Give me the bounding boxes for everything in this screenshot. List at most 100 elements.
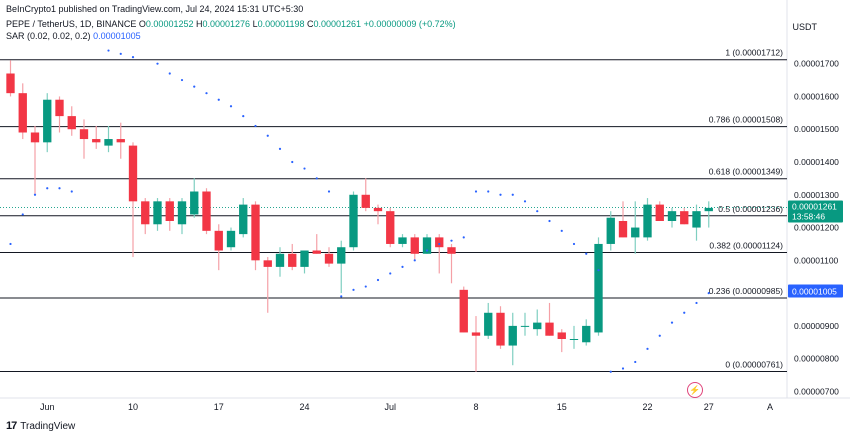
sar-dot (193, 85, 196, 88)
sar-dot (487, 190, 490, 193)
tradingview-footer: 17 TradingView (6, 420, 75, 432)
candle-body (202, 191, 211, 231)
fib-level-label: 1 (0.00001712) (725, 48, 783, 58)
candle-body (263, 260, 272, 267)
sar-dot (658, 334, 661, 337)
candle-body (92, 139, 101, 143)
candle-body (471, 332, 481, 336)
candle-body (312, 250, 321, 254)
currency-label[interactable]: USDT (792, 22, 818, 32)
candle-body (337, 247, 346, 264)
sar-dot (376, 278, 380, 282)
candle-body (435, 237, 444, 248)
tradingview-logo-icon: 17 (6, 420, 17, 432)
candle-body (667, 211, 677, 221)
candle-body (275, 253, 285, 267)
sar-dot (33, 193, 37, 196)
lightning-icon[interactable]: ⚡ (687, 382, 703, 398)
candle-body (6, 73, 15, 94)
x-tick-label: 10 (128, 402, 138, 412)
candle-body (18, 93, 27, 133)
y-tick-label: 0.00001500 (794, 124, 839, 134)
candle-body (422, 237, 432, 254)
sar-dot (217, 98, 220, 101)
fib-level-label: 0.236 (0.00000985) (709, 286, 783, 296)
sar-dot (585, 252, 588, 255)
candle-body (618, 221, 628, 238)
sar-dot (180, 78, 184, 82)
sar-dot (315, 177, 318, 180)
sar-tag-box (788, 284, 843, 298)
candle-body (79, 129, 89, 140)
candle-body (190, 191, 199, 215)
x-tick-label: Jul (384, 402, 396, 412)
candle-body (373, 207, 383, 212)
fib-level-label: 0.786 (0.00001508) (709, 115, 783, 125)
close-label: C (307, 19, 314, 29)
y-tick-label: 0.00001200 (794, 223, 839, 233)
candle-body (398, 237, 407, 244)
sar-dot (560, 229, 563, 232)
sar-dot (131, 56, 135, 59)
sar-dot (291, 160, 294, 164)
candle-body (692, 211, 701, 228)
low-label: L (252, 19, 258, 29)
x-tick-label: Jun (40, 402, 55, 412)
candle-body (153, 201, 162, 225)
x-tick-label: 24 (299, 402, 309, 412)
sar-dot (9, 242, 12, 246)
sar-dot (646, 347, 649, 350)
sar-dot (707, 292, 710, 295)
sar-dot (401, 265, 404, 268)
candle-body (288, 253, 297, 267)
candle-body (104, 139, 113, 146)
price-tag-value: 0.00001261 (792, 202, 837, 212)
sar-dot (695, 301, 698, 305)
candle-body (141, 201, 150, 225)
candle-body (508, 325, 517, 346)
sar-label: SAR (0.02, 0.02, 0.2) (6, 31, 91, 41)
sar-dot (303, 167, 306, 170)
candle-body (594, 243, 603, 333)
y-tick-label: 0.00001700 (794, 59, 839, 69)
high-value: 0.00001276 (202, 19, 251, 29)
sar-dot (266, 134, 269, 137)
x-tick-label: 22 (642, 402, 652, 412)
sar-legend[interactable]: SAR (0.02, 0.02, 0.2) 0.00001005 (6, 31, 141, 41)
sar-dot (670, 321, 674, 324)
candle-body (680, 211, 689, 225)
x-tick-label: A (767, 402, 773, 412)
sar-dot (156, 62, 159, 65)
candle-body (214, 230, 223, 251)
candle-body (251, 204, 260, 261)
sar-dot (107, 49, 110, 52)
sar-dot (364, 285, 367, 288)
sar-dot (168, 72, 171, 75)
sar-dot (450, 239, 453, 242)
open-value: 0.00001252 (145, 19, 194, 29)
candle-body (569, 339, 579, 340)
candle-body (324, 253, 334, 264)
open-label: O (138, 19, 146, 29)
candle-body (43, 99, 52, 143)
candle-body (704, 207, 713, 212)
candle-body (631, 227, 640, 238)
sar-dot (205, 92, 208, 95)
candle-body (484, 312, 493, 336)
sar-dot (413, 259, 416, 262)
candle-body (116, 139, 125, 143)
sar-dot (499, 193, 502, 196)
sar-dot (597, 269, 600, 272)
candle-body (361, 194, 370, 208)
sar-dot (352, 288, 355, 291)
sar-dot (21, 213, 24, 216)
sar-dot (340, 295, 343, 298)
change-value: +0.00000009 (+0.72%) (363, 19, 456, 29)
symbol-title[interactable]: PEPE / TetherUS, 1D, BINANCE (6, 19, 137, 29)
candle-body (606, 217, 615, 244)
sar-dot (438, 242, 441, 246)
sar-dot (389, 272, 392, 275)
sar-dot (70, 190, 73, 193)
y-tick-label: 0.00000700 (794, 386, 839, 396)
